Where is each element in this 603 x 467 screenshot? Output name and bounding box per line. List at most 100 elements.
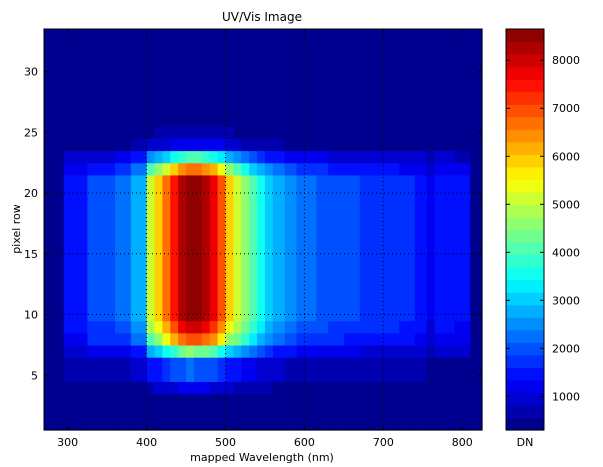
- heatmap-cell: [209, 174, 219, 322]
- heatmap-cell: [470, 344, 483, 358]
- heatmap-cell: [316, 344, 329, 358]
- heatmap-cell: [130, 126, 148, 139]
- heatmap-cell: [470, 332, 483, 346]
- heatmap-cell: [359, 393, 377, 419]
- heatmap-cell: [225, 332, 235, 346]
- colorbar-band: [506, 242, 544, 256]
- heatmap-cell: [316, 138, 329, 152]
- heatmap-cell: [296, 320, 306, 334]
- heatmap-cell: [217, 29, 227, 127]
- heatmap-cell: [383, 393, 400, 419]
- heatmap-cell: [328, 332, 345, 346]
- y-axis-label: pixel row: [10, 204, 23, 254]
- heatmap-cell: [316, 417, 329, 431]
- heatmap-cell: [399, 29, 416, 127]
- heatmap-cell: [241, 162, 250, 176]
- heatmap-cells: [44, 29, 483, 431]
- heatmap-cell: [257, 162, 266, 176]
- heatmap-cell: [193, 174, 203, 322]
- heatmap-cell: [186, 320, 195, 334]
- heatmap-cell: [399, 174, 416, 322]
- heatmap-cell: [284, 29, 298, 127]
- heatmap-cell: [316, 320, 329, 334]
- heatmap-cell: [217, 357, 227, 382]
- heatmap-cell: [426, 332, 436, 346]
- heatmap-cell: [193, 393, 203, 419]
- heatmap-cell: [241, 417, 250, 431]
- heatmap-cell: [454, 344, 471, 358]
- heatmap-cell: [304, 320, 317, 334]
- heatmap-cell: [241, 393, 250, 419]
- colorbar-tick-label: 7000: [552, 102, 580, 115]
- heatmap-cell: [115, 29, 132, 127]
- heatmap-cell: [272, 138, 286, 152]
- heatmap-cell: [375, 138, 384, 152]
- heatmap-cell: [328, 138, 345, 152]
- heatmap-cell: [414, 417, 428, 431]
- heatmap-cell: [359, 138, 377, 152]
- heatmap-cell: [359, 320, 377, 334]
- heatmap-cell: [154, 344, 163, 358]
- heatmap-cell: [414, 332, 428, 346]
- heatmap-cell: [170, 357, 179, 382]
- heatmap-cell: [209, 320, 219, 334]
- heatmap-cell: [87, 29, 116, 127]
- heatmap-cell: [217, 320, 227, 334]
- heatmap-cell: [454, 357, 471, 382]
- heatmap-cell: [434, 393, 455, 419]
- heatmap-cell: [383, 150, 400, 164]
- heatmap-cell: [264, 174, 274, 322]
- colorbar-band: [506, 66, 544, 80]
- heatmap-cell: [170, 393, 179, 419]
- heatmap-cell: [284, 357, 298, 382]
- heatmap-cell: [470, 393, 483, 419]
- colorbar-tick-label: 5000: [552, 198, 580, 211]
- heatmap-cell: [284, 381, 298, 395]
- heatmap-cell: [201, 332, 211, 346]
- heatmap-cell: [225, 320, 235, 334]
- heatmap-cell: [233, 174, 242, 322]
- heatmap-cell: [426, 417, 436, 431]
- heatmap-cell: [217, 344, 227, 358]
- heatmap-cell: [304, 138, 317, 152]
- heatmap-cell: [115, 320, 132, 334]
- heatmap-cell: [454, 162, 471, 176]
- heatmap-cell: [414, 344, 428, 358]
- heatmap-cell: [146, 150, 156, 164]
- heatmap-cell: [225, 174, 235, 322]
- heatmap-cell: [304, 393, 317, 419]
- heatmap-cell: [316, 381, 329, 395]
- heatmap-cell: [257, 29, 266, 127]
- colorbar-band: [506, 29, 544, 43]
- heatmap-cell: [146, 138, 156, 152]
- heatmap-cell: [328, 162, 345, 176]
- heatmap-cell: [316, 29, 329, 127]
- heatmap-cell: [162, 417, 171, 431]
- heatmap-cell: [249, 381, 258, 395]
- heatmap-cell: [257, 174, 266, 322]
- heatmap-cell: [63, 150, 89, 164]
- heatmap-cell: [130, 138, 148, 152]
- heatmap-cell: [304, 417, 317, 431]
- heatmap-cell: [233, 357, 242, 382]
- heatmap-cell: [115, 344, 132, 358]
- heatmap-cell: [146, 29, 156, 127]
- heatmap-cell: [178, 126, 187, 139]
- heatmap-cell: [193, 320, 203, 334]
- heatmap-cell: [383, 381, 400, 395]
- heatmap-cell: [186, 162, 195, 176]
- heatmap-cell: [304, 381, 317, 395]
- heatmap-cell: [154, 138, 163, 152]
- heatmap-cell: [44, 381, 65, 395]
- heatmap-cell: [115, 381, 132, 395]
- heatmap-cell: [296, 138, 306, 152]
- heatmap-cell: [44, 174, 65, 322]
- heatmap-cell: [233, 393, 242, 419]
- heatmap-cell: [162, 332, 171, 346]
- heatmap-cell: [241, 150, 250, 164]
- heatmap-cell: [454, 332, 471, 346]
- heatmap-cell: [316, 332, 329, 346]
- heatmap-cell: [130, 357, 148, 382]
- heatmap-cell: [470, 29, 483, 127]
- heatmap-cell: [130, 393, 148, 419]
